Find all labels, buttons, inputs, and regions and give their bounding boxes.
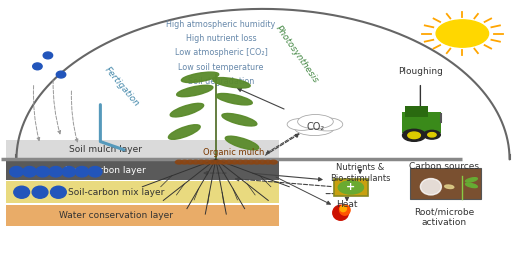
Ellipse shape bbox=[177, 85, 213, 97]
Circle shape bbox=[264, 160, 271, 164]
Circle shape bbox=[408, 132, 420, 139]
Ellipse shape bbox=[14, 186, 29, 198]
Text: Carbon sources: Carbon sources bbox=[409, 162, 479, 171]
Circle shape bbox=[225, 160, 232, 164]
Ellipse shape bbox=[420, 178, 441, 195]
Bar bbox=[6, 140, 279, 160]
FancyBboxPatch shape bbox=[402, 111, 441, 133]
Circle shape bbox=[198, 160, 205, 164]
Text: Soil degradation: Soil degradation bbox=[188, 77, 254, 86]
Ellipse shape bbox=[33, 63, 42, 70]
Circle shape bbox=[187, 160, 194, 164]
Ellipse shape bbox=[298, 114, 333, 129]
Ellipse shape bbox=[88, 166, 102, 177]
Circle shape bbox=[259, 160, 266, 164]
Text: Ploughing: Ploughing bbox=[398, 67, 443, 76]
Text: +: + bbox=[346, 182, 356, 192]
Text: CO₂: CO₂ bbox=[306, 122, 325, 131]
Ellipse shape bbox=[43, 52, 53, 59]
Ellipse shape bbox=[50, 186, 66, 198]
Ellipse shape bbox=[23, 166, 36, 177]
Circle shape bbox=[423, 130, 440, 139]
Text: Heat: Heat bbox=[336, 200, 358, 209]
Circle shape bbox=[192, 160, 199, 164]
Circle shape bbox=[203, 160, 210, 164]
Circle shape bbox=[220, 160, 227, 164]
Text: Soil-carbon mix layer: Soil-carbon mix layer bbox=[68, 188, 164, 197]
Ellipse shape bbox=[75, 166, 89, 177]
Circle shape bbox=[242, 160, 249, 164]
Ellipse shape bbox=[181, 72, 219, 82]
Ellipse shape bbox=[168, 125, 200, 139]
Text: Organic mulch: Organic mulch bbox=[204, 148, 265, 157]
Circle shape bbox=[214, 160, 221, 164]
Text: Root/microbe
activation: Root/microbe activation bbox=[414, 207, 474, 227]
Circle shape bbox=[428, 133, 436, 137]
Text: Water conservation layer: Water conservation layer bbox=[59, 211, 173, 220]
Bar bbox=[6, 181, 279, 203]
Text: Fertigation: Fertigation bbox=[103, 65, 141, 108]
Ellipse shape bbox=[216, 94, 252, 105]
Bar bbox=[6, 205, 279, 226]
Ellipse shape bbox=[466, 183, 477, 188]
Text: Soil mulch layer: Soil mulch layer bbox=[69, 145, 142, 154]
Circle shape bbox=[338, 181, 363, 194]
Ellipse shape bbox=[333, 205, 349, 220]
Text: Low soil temperature: Low soil temperature bbox=[178, 62, 264, 72]
Circle shape bbox=[436, 20, 489, 47]
Ellipse shape bbox=[466, 178, 477, 182]
Text: Low atmospheric [CO₂]: Low atmospheric [CO₂] bbox=[175, 48, 267, 57]
Circle shape bbox=[253, 160, 260, 164]
Ellipse shape bbox=[287, 118, 317, 130]
Text: Root-carbon layer: Root-carbon layer bbox=[65, 166, 146, 175]
Ellipse shape bbox=[170, 103, 204, 117]
Ellipse shape bbox=[32, 186, 48, 198]
Text: Nutrients &
Bio-stimulants: Nutrients & Bio-stimulants bbox=[330, 164, 390, 183]
Ellipse shape bbox=[295, 120, 335, 136]
Ellipse shape bbox=[9, 166, 23, 177]
Ellipse shape bbox=[56, 71, 66, 78]
Circle shape bbox=[231, 160, 238, 164]
Circle shape bbox=[402, 129, 426, 141]
Ellipse shape bbox=[222, 114, 257, 126]
Circle shape bbox=[270, 160, 277, 164]
Ellipse shape bbox=[340, 206, 347, 212]
Ellipse shape bbox=[340, 205, 350, 215]
Circle shape bbox=[248, 160, 255, 164]
Circle shape bbox=[209, 160, 216, 164]
Ellipse shape bbox=[62, 166, 76, 177]
Ellipse shape bbox=[311, 118, 343, 131]
Text: High atmospheric humidity: High atmospheric humidity bbox=[166, 20, 276, 29]
Circle shape bbox=[181, 160, 188, 164]
Ellipse shape bbox=[213, 78, 250, 88]
Circle shape bbox=[237, 160, 244, 164]
FancyBboxPatch shape bbox=[410, 167, 481, 199]
Ellipse shape bbox=[225, 136, 259, 150]
Text: High nutrient loss: High nutrient loss bbox=[186, 34, 256, 43]
FancyBboxPatch shape bbox=[404, 106, 428, 117]
Text: Photosynthesis: Photosynthesis bbox=[274, 24, 320, 85]
FancyBboxPatch shape bbox=[334, 178, 368, 196]
Ellipse shape bbox=[36, 166, 49, 177]
Ellipse shape bbox=[444, 185, 454, 188]
Bar bbox=[6, 161, 279, 180]
Circle shape bbox=[175, 160, 183, 164]
Ellipse shape bbox=[49, 166, 63, 177]
